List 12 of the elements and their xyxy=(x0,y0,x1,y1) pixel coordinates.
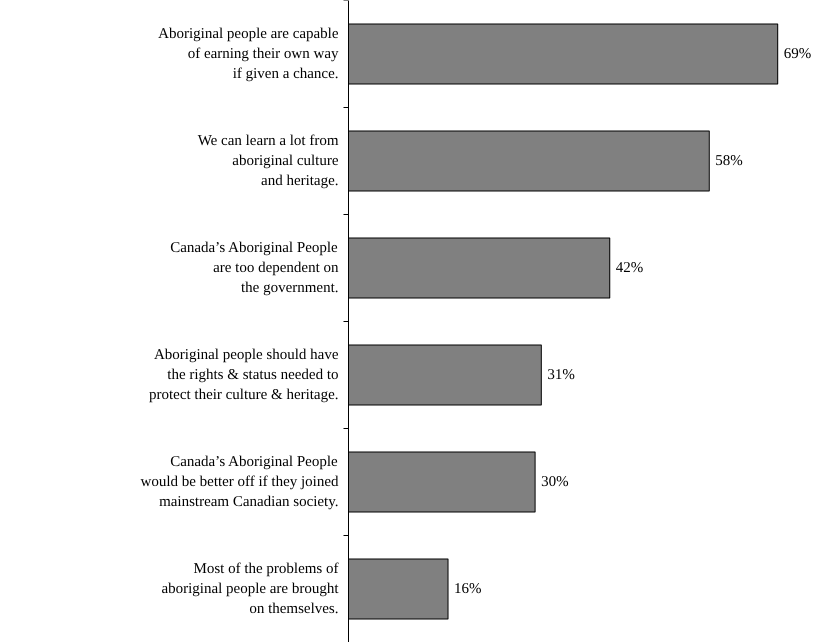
data-label: 69% xyxy=(784,46,812,62)
data-label: 31% xyxy=(547,367,575,383)
y-tick-label: Canada’s Aboriginal People would be better off if they joined mainstream Canadian society. xyxy=(140,454,339,510)
data-label: 42% xyxy=(616,260,644,276)
y-tick-label: Aboriginal people are capable of earning their own way if given a chance. xyxy=(158,26,339,82)
data-label: 58% xyxy=(715,153,743,169)
y-tick-label: Most of the problems of aboriginal people are brought on themselves. xyxy=(161,561,340,617)
y-tick-label: We can learn a lot from aboriginal culture and heritage. xyxy=(198,133,339,189)
data-label: 16% xyxy=(454,581,482,597)
data-label: 30% xyxy=(541,474,569,490)
y-tick-label: Aboriginal people should have the rights & status needed to protect their culture & heritage. xyxy=(149,347,339,403)
y-tick-label: Canada’s Aboriginal People are too dependent on the government. xyxy=(170,240,339,296)
